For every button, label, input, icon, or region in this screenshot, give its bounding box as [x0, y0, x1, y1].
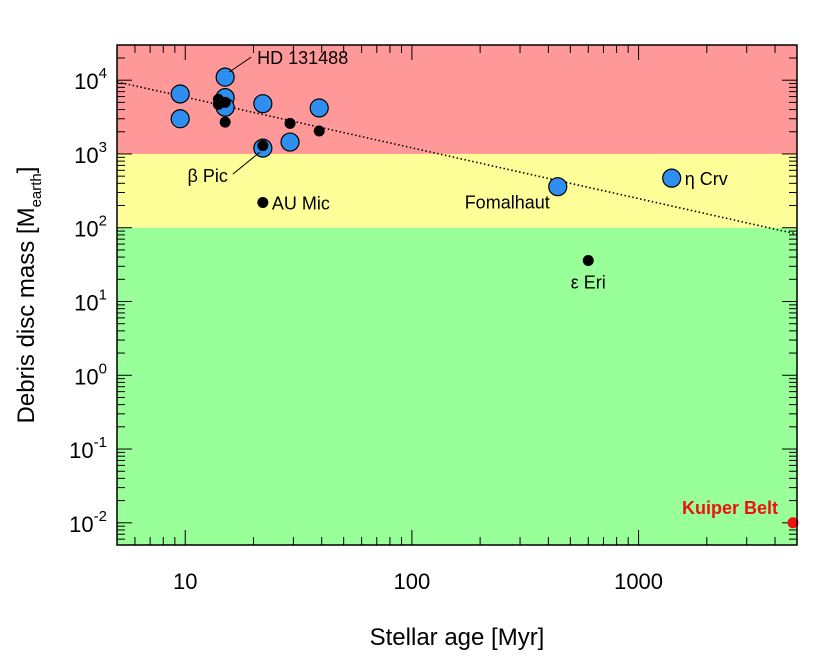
disc-point-small [582, 254, 594, 266]
y-tick-base: 10 [74, 143, 98, 168]
disc-point-small [219, 96, 231, 108]
mass-region [117, 227, 797, 545]
y-tick-base: 10 [74, 217, 98, 242]
plot-frame [116, 44, 798, 546]
annotation-label: AU Mic [272, 193, 330, 213]
mass-regions [117, 45, 797, 545]
annotation-leader [228, 56, 252, 73]
x-tick-label: 10 [173, 569, 197, 594]
annotation-label: Fomalhaut [465, 193, 550, 213]
disc-point-large [309, 98, 329, 118]
disc-point-large [662, 168, 682, 188]
x-tick-label: 100 [394, 569, 431, 594]
y-tick-label: 104 [74, 65, 107, 94]
disc-point-large [170, 109, 190, 129]
x-tick-label: 1000 [614, 569, 663, 594]
annotations: HD 131488 β Pic AU Mic Fomalhaut η Crv ε Eri K… [187, 48, 777, 518]
y-tick-exponent: 4 [99, 65, 107, 82]
y-tick-label: 103 [74, 139, 107, 168]
y-tick-exponent: -2 [94, 508, 107, 525]
annotation-label: Kuiper Belt [682, 498, 778, 518]
disc-point-small [787, 517, 799, 529]
disc-point-large [548, 177, 568, 197]
y-tick-base: 10 [69, 512, 93, 537]
annotation-leader [232, 151, 261, 175]
annotation-label: HD 131488 [257, 48, 348, 68]
y-tick-label: 101 [74, 286, 107, 315]
y-tick-exponent: 0 [99, 360, 107, 377]
y-tick-label: 10-1 [69, 434, 107, 463]
disc-point-small [219, 116, 231, 128]
disc-point-small [284, 117, 296, 129]
y-tick-exponent: 2 [99, 213, 107, 230]
disc-point-small [257, 196, 269, 208]
y-axis-title-main: Debris disc mass [M [13, 207, 40, 423]
y-tick-base: 10 [69, 438, 93, 463]
annotation-label: ε Eri [571, 272, 606, 292]
disc-point-large [280, 132, 300, 152]
data-points [170, 67, 799, 529]
x-tick-labels: 10 100 1000 [173, 569, 663, 594]
y-tick-base: 10 [74, 364, 98, 389]
y-tick-base: 10 [74, 290, 98, 315]
y-tick-label: 10-2 [69, 508, 107, 537]
annotation-label: η Crv [685, 169, 728, 189]
mass-region [117, 153, 797, 228]
annotation-leaders [228, 56, 261, 175]
disc-point-small [257, 140, 269, 152]
disc-point-small [313, 125, 325, 137]
x-axis-title: Stellar age [Myr] [370, 624, 545, 651]
y-tick-label: 102 [74, 213, 107, 242]
y-tick-exponent: 3 [99, 139, 107, 156]
disc-point-large [170, 84, 190, 104]
annotation-label: β Pic [187, 166, 227, 186]
y-tick-exponent: 1 [99, 286, 107, 303]
y-axis-title-close: ] [13, 167, 40, 174]
y-tick-exponent: -1 [94, 434, 107, 451]
disc-point-large [215, 67, 235, 87]
y-axis-title: Debris disc mass [Mearth] [13, 167, 45, 424]
y-tick-base: 10 [74, 69, 98, 94]
y-tick-label: 100 [74, 360, 107, 389]
disc-point-large [253, 94, 273, 114]
axis-ticks [116, 44, 798, 546]
y-axis-title-sub: earth [28, 173, 45, 207]
